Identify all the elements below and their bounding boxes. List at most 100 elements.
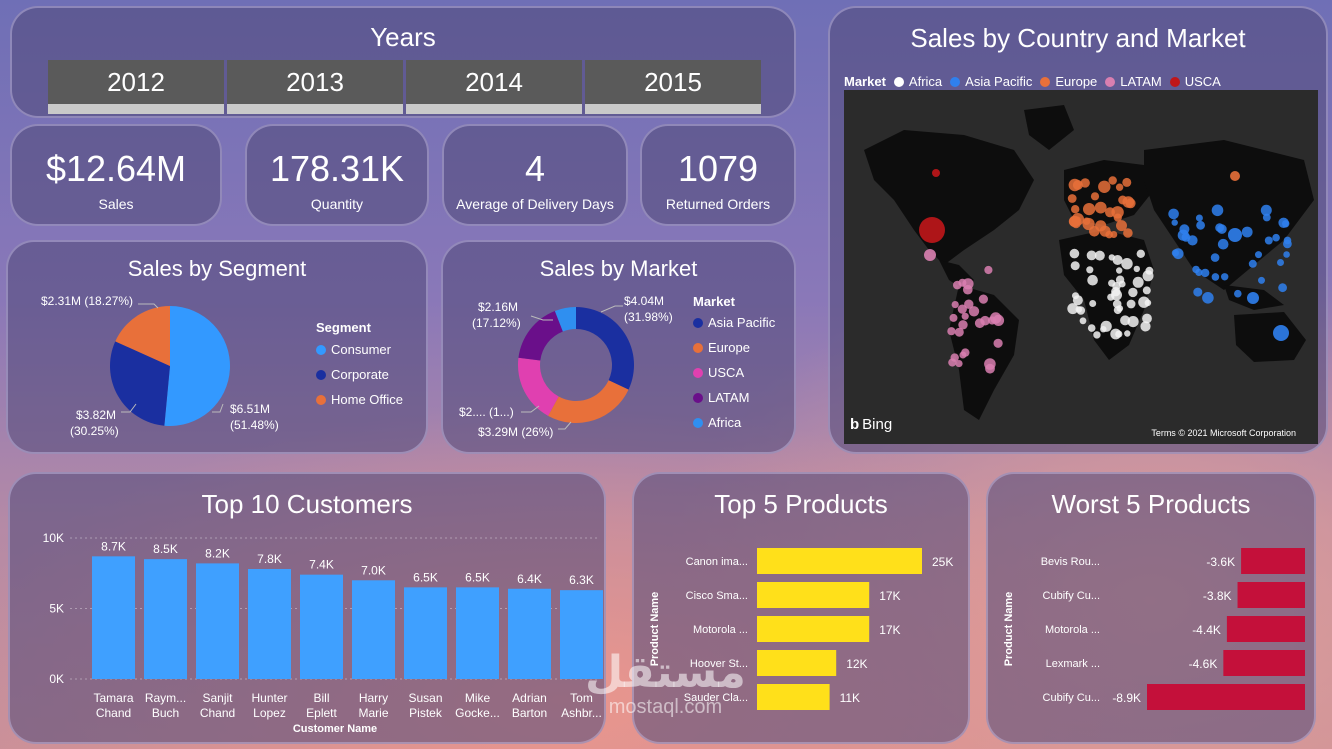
map-bubble-africa[interactable] bbox=[1100, 320, 1112, 332]
map-bubble-europe[interactable] bbox=[1067, 194, 1077, 203]
map-bubble-latam[interactable] bbox=[964, 299, 974, 309]
map-bubble-africa[interactable] bbox=[1089, 300, 1097, 307]
customer-bar[interactable] bbox=[352, 580, 395, 679]
map-bubble-africa[interactable] bbox=[1128, 287, 1138, 298]
map-bubble-latam[interactable] bbox=[985, 363, 995, 374]
map-bubble-asia-pacific[interactable] bbox=[1277, 259, 1284, 266]
map-bubble-asia-pacific[interactable] bbox=[1283, 239, 1292, 249]
map-bubble-latam[interactable] bbox=[955, 360, 963, 368]
map-bubble-asia-pacific[interactable] bbox=[1217, 238, 1229, 250]
product-bar[interactable] bbox=[1223, 650, 1305, 676]
map-bubble-asia-pacific[interactable] bbox=[1171, 249, 1179, 257]
map-bubble-asia-pacific[interactable] bbox=[1258, 276, 1265, 284]
product-bar[interactable] bbox=[757, 684, 830, 710]
product-bar[interactable] bbox=[757, 582, 870, 608]
map-bubble-latam[interactable] bbox=[974, 318, 985, 329]
map-bubble-africa[interactable] bbox=[1067, 303, 1079, 315]
map-legend-africa[interactable]: Africa bbox=[893, 74, 942, 89]
map-bubble[interactable] bbox=[1247, 292, 1259, 304]
map-bubble-europe[interactable] bbox=[1071, 205, 1080, 214]
map-bubble-africa[interactable] bbox=[1108, 279, 1116, 287]
map-bubble-asia-pacific[interactable] bbox=[1201, 268, 1210, 278]
map-bubble-latam[interactable] bbox=[963, 284, 973, 295]
map-bubble-asia-pacific[interactable] bbox=[1211, 273, 1220, 281]
segment-slice-corporate[interactable] bbox=[109, 341, 170, 426]
map-bubble-africa[interactable] bbox=[1121, 258, 1133, 270]
customer-bar[interactable] bbox=[92, 556, 135, 679]
map-bubble-europe[interactable] bbox=[1068, 178, 1081, 192]
map-bubble-africa[interactable] bbox=[1112, 299, 1122, 309]
map-bubble-africa[interactable] bbox=[1144, 299, 1152, 307]
map-bubble[interactable] bbox=[1273, 325, 1289, 341]
map-bubble-asia-pacific[interactable] bbox=[1282, 220, 1290, 228]
map-bubble-asia-pacific[interactable] bbox=[1168, 208, 1179, 220]
map-bubble-africa[interactable] bbox=[1127, 316, 1139, 328]
market-slice-asia-pacific[interactable] bbox=[576, 307, 634, 390]
map-bubble-africa[interactable] bbox=[1093, 331, 1101, 339]
customer-bar[interactable] bbox=[196, 563, 239, 679]
map-bubble-asia-pacific[interactable] bbox=[1283, 251, 1290, 258]
map-bubble-asia-pacific[interactable] bbox=[1187, 235, 1198, 246]
map-bubble-europe[interactable] bbox=[1090, 192, 1100, 201]
map-canvas[interactable]: b Bing Terms © 2021 Microsoft Corporation bbox=[844, 90, 1318, 444]
product-bar[interactable] bbox=[757, 548, 922, 574]
legend-item-latam[interactable]: LATAM bbox=[693, 390, 775, 405]
map-bubble-europe[interactable] bbox=[1123, 228, 1133, 238]
product-bar[interactable] bbox=[1226, 616, 1305, 642]
map-bubble-europe[interactable] bbox=[1095, 220, 1107, 232]
map-bubble-asia-pacific[interactable] bbox=[1264, 236, 1273, 245]
map-bubble-latam[interactable] bbox=[949, 313, 958, 322]
year-2012-button[interactable]: 2012 bbox=[48, 60, 224, 114]
market-slice-latam[interactable] bbox=[518, 310, 563, 361]
map-bubble-asia-pacific[interactable] bbox=[1211, 204, 1224, 217]
map-bubble-asia-pacific[interactable] bbox=[1234, 289, 1242, 298]
map-bubble-africa[interactable] bbox=[1112, 255, 1123, 265]
map-bubble-asia-pacific[interactable] bbox=[1179, 224, 1190, 235]
map-legend-latam[interactable]: LATAM bbox=[1105, 74, 1162, 89]
map-bubble[interactable] bbox=[1230, 171, 1240, 181]
map-bubble-latam[interactable] bbox=[958, 320, 968, 330]
map-bubble-latam[interactable] bbox=[984, 265, 993, 275]
map-bubble-europe[interactable] bbox=[1073, 216, 1081, 224]
map-bubble-europe[interactable] bbox=[1115, 183, 1124, 191]
map-bubble-africa[interactable] bbox=[1115, 330, 1123, 338]
market-slice-usca[interactable] bbox=[518, 357, 559, 416]
map-legend-asia-pacific[interactable]: Asia Pacific bbox=[950, 74, 1032, 89]
map-bubble-europe[interactable] bbox=[1116, 220, 1127, 232]
map-bubble-africa[interactable] bbox=[1111, 289, 1122, 301]
map-bubble-africa[interactable] bbox=[1070, 261, 1080, 271]
map-bubble-africa[interactable] bbox=[1120, 315, 1131, 326]
year-2013-button[interactable]: 2013 bbox=[227, 60, 403, 114]
segment-slice-home-office[interactable] bbox=[115, 306, 170, 366]
customer-bar[interactable] bbox=[508, 588, 551, 679]
map-bubble-asia-pacific[interactable] bbox=[1217, 224, 1227, 234]
legend-item-consumer[interactable]: Consumer bbox=[316, 342, 403, 357]
map-bubble-latam[interactable] bbox=[968, 306, 980, 317]
year-2014-button[interactable]: 2014 bbox=[406, 60, 582, 114]
map-bubble[interactable] bbox=[924, 249, 936, 261]
customer-bar[interactable] bbox=[456, 587, 499, 679]
map-bubble-africa[interactable] bbox=[1086, 250, 1097, 261]
map-bubble-africa[interactable] bbox=[1094, 250, 1105, 261]
map-bubble[interactable] bbox=[1228, 228, 1242, 242]
product-bar[interactable] bbox=[1147, 684, 1305, 710]
map-bubble-asia-pacific[interactable] bbox=[1272, 233, 1280, 242]
map-bubble-asia-pacific[interactable] bbox=[1260, 204, 1272, 216]
map-bubble-asia-pacific[interactable] bbox=[1262, 213, 1271, 222]
map-legend-europe[interactable]: Europe bbox=[1040, 74, 1097, 89]
map-bubble-africa[interactable] bbox=[1132, 276, 1144, 288]
product-bar[interactable] bbox=[757, 650, 837, 676]
map-bubble-europe[interactable] bbox=[1082, 217, 1091, 225]
map-bubble-africa[interactable] bbox=[1142, 313, 1152, 324]
customer-bar[interactable] bbox=[248, 569, 291, 679]
map-bubble-asia-pacific[interactable] bbox=[1210, 253, 1220, 262]
map-bubble-asia-pacific[interactable] bbox=[1202, 292, 1214, 304]
map-bubble-latam[interactable] bbox=[978, 294, 988, 304]
map-bubble-europe[interactable] bbox=[1098, 180, 1111, 193]
map-bubble-asia-pacific[interactable] bbox=[1255, 251, 1262, 259]
map-bubble-africa[interactable] bbox=[1136, 249, 1145, 258]
map-bubble[interactable] bbox=[932, 169, 940, 177]
legend-item-africa[interactable]: Africa bbox=[693, 415, 775, 430]
legend-item-usca[interactable]: USCA bbox=[693, 365, 775, 380]
map-bubble-asia-pacific[interactable] bbox=[1195, 214, 1203, 222]
